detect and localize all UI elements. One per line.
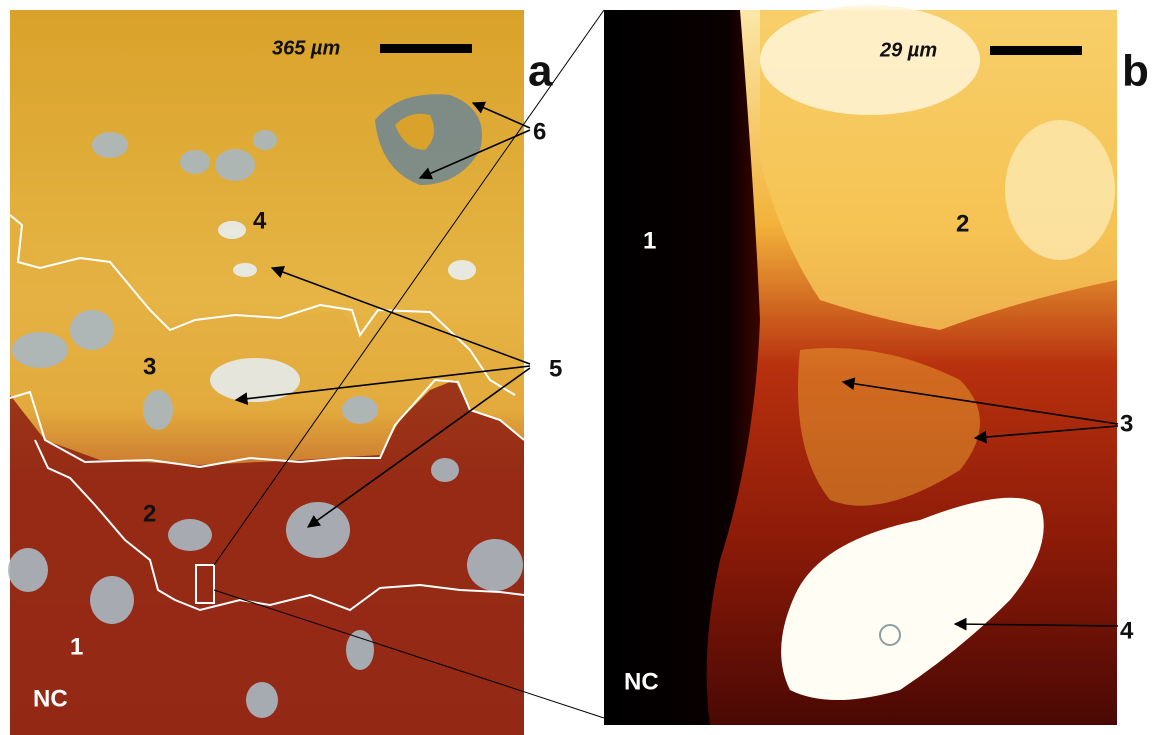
region-label: 2	[956, 210, 969, 237]
scale-label: 365 µm	[272, 37, 340, 59]
region-label: 1	[70, 633, 83, 660]
panel-a-image	[8, 10, 524, 735]
panel-letter: a	[528, 47, 553, 96]
region-label: 1	[643, 227, 656, 254]
scale-bar	[990, 46, 1082, 55]
region-label: 6	[533, 118, 546, 145]
region-label: 4	[253, 207, 267, 234]
scale-label: 29 µm	[879, 39, 937, 61]
region-label: 4	[1120, 617, 1134, 644]
figure: 365 µm a 6 4 3 2 1 NC 5 29 µm b 1 2 3 4 …	[0, 0, 1155, 735]
panel-b-image	[604, 5, 1117, 725]
scale-bar	[380, 44, 472, 53]
region-label: NC	[624, 668, 659, 695]
region-label: 3	[1120, 410, 1133, 437]
region-label: 3	[143, 353, 156, 380]
region-label: 5	[549, 355, 562, 382]
region-label: 2	[143, 500, 156, 527]
region-label: NC	[33, 685, 68, 712]
panel-letter: b	[1122, 47, 1149, 96]
